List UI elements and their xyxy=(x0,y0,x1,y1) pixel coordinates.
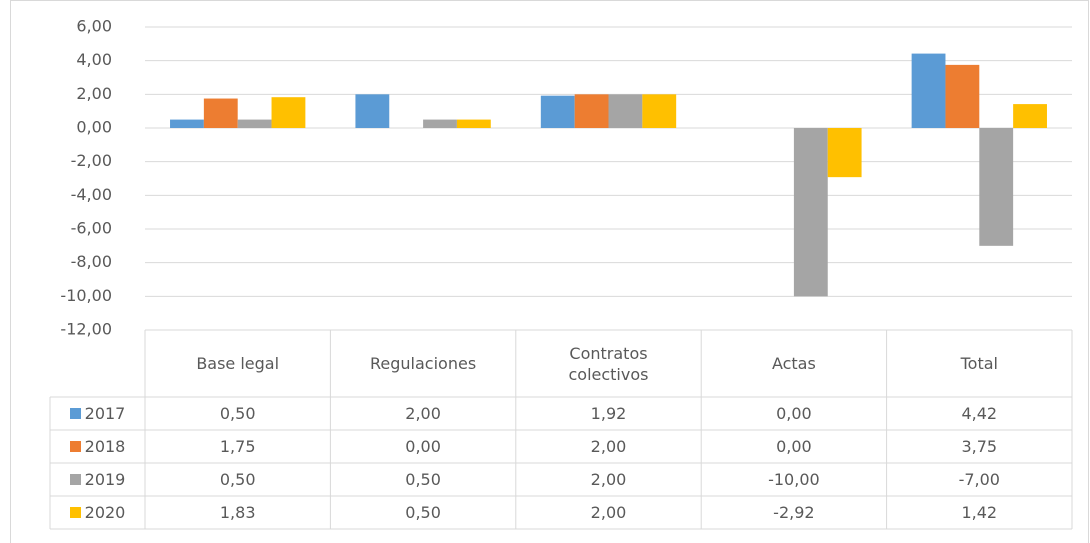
y-tick-label: 4,00 xyxy=(76,50,112,69)
category-header: Contratos colectivos xyxy=(516,330,701,397)
bar xyxy=(793,128,828,297)
table-value: -7,00 xyxy=(958,470,1000,489)
table-value: 0,50 xyxy=(219,404,256,423)
bar xyxy=(203,98,238,128)
y-tick-label: -4,00 xyxy=(71,185,112,204)
y-tick-label: 2,00 xyxy=(76,84,112,103)
table-value: 0,50 xyxy=(219,470,256,489)
category-label: Actas xyxy=(771,354,816,373)
legend-entry: 2017 xyxy=(50,397,145,430)
bar xyxy=(540,95,575,128)
table-value: 2,00 xyxy=(405,404,441,423)
legend-swatch xyxy=(69,408,81,419)
legend-label: 2018 xyxy=(84,437,126,456)
category-header: Total xyxy=(887,330,1072,397)
table-value: 1,75 xyxy=(219,437,256,456)
legend-swatch xyxy=(69,507,81,518)
bar xyxy=(979,128,1014,246)
bar xyxy=(911,53,946,129)
bar xyxy=(608,94,643,128)
chart-frame xyxy=(10,0,1089,543)
bar xyxy=(355,94,390,128)
legend-entry: 2020 xyxy=(50,496,145,529)
y-tick-label: -2,00 xyxy=(71,151,112,170)
table-value: 3,75 xyxy=(961,437,998,456)
y-tick-label: 6,00 xyxy=(76,17,112,36)
table-value: 0,00 xyxy=(776,437,812,456)
table-value: 1,83 xyxy=(219,503,256,522)
legend-swatch xyxy=(69,474,81,485)
legend-label: 2019 xyxy=(84,470,126,489)
category-label: Regulaciones xyxy=(370,354,477,373)
bar xyxy=(574,94,609,128)
bar xyxy=(170,119,204,128)
bar xyxy=(456,119,491,128)
legend-entry: 2019 xyxy=(50,463,145,496)
y-tick-label: -8,00 xyxy=(71,252,112,271)
legend-label: 2020 xyxy=(84,503,126,522)
category-label: Total xyxy=(960,354,998,373)
bar xyxy=(642,94,677,128)
legend-label: 2017 xyxy=(84,404,126,423)
y-tick-label: 0,00 xyxy=(76,118,112,137)
table-value: 0,00 xyxy=(776,404,812,423)
bar xyxy=(271,97,306,128)
y-tick-label: -12,00 xyxy=(60,320,112,339)
bar xyxy=(827,128,862,178)
category-header: Base legal xyxy=(145,330,330,397)
bar xyxy=(237,119,272,128)
category-label: Contratos colectivos xyxy=(568,343,649,384)
table-value: 0,50 xyxy=(405,470,441,489)
table-value: 1,42 xyxy=(961,503,998,522)
category-label: Base legal xyxy=(196,354,280,373)
bar xyxy=(945,64,980,128)
table-value: 1,92 xyxy=(590,404,627,423)
category-header: Actas xyxy=(701,330,886,397)
table-value: -10,00 xyxy=(768,470,820,489)
category-header: Regulaciones xyxy=(330,330,515,397)
bar xyxy=(423,119,457,128)
table-value: 2,00 xyxy=(590,437,627,456)
table-value: 2,00 xyxy=(590,470,627,489)
table-value: -2,92 xyxy=(773,503,815,522)
legend-swatch xyxy=(69,441,81,452)
table-value: 2,00 xyxy=(590,503,627,522)
y-tick-label: -10,00 xyxy=(60,286,112,305)
table-value: 0,00 xyxy=(405,437,441,456)
table-value: 0,50 xyxy=(405,503,441,522)
bar xyxy=(1013,104,1047,128)
legend-entry: 2018 xyxy=(50,430,145,463)
y-tick-label: -6,00 xyxy=(71,219,112,238)
table-value: 4,42 xyxy=(961,404,998,423)
